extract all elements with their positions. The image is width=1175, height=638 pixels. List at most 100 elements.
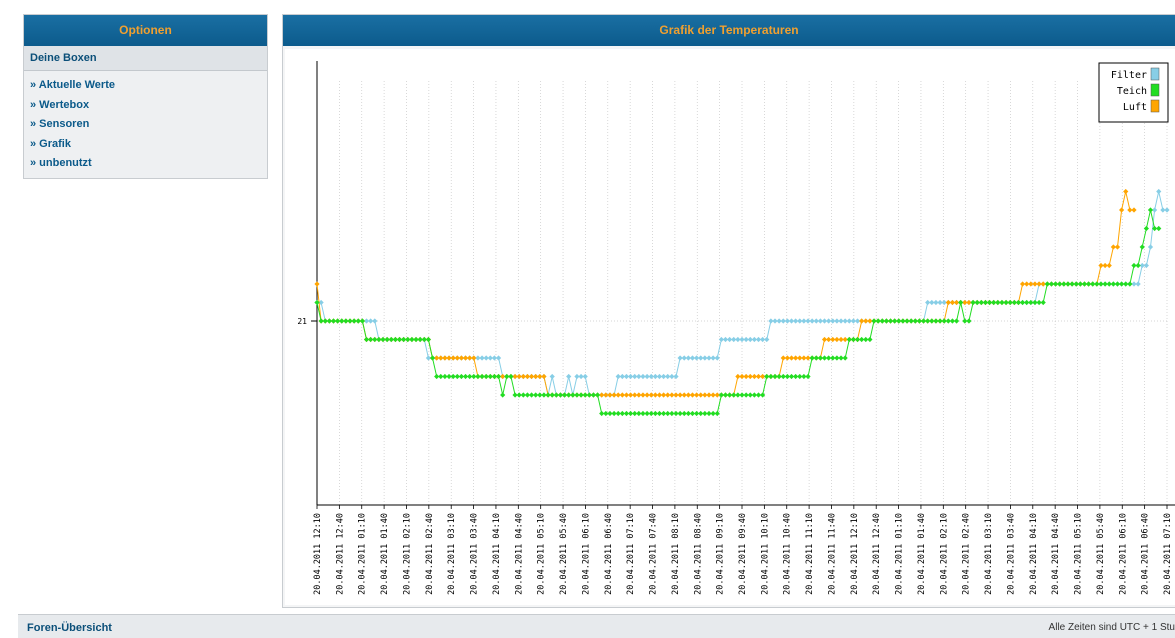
data-point-teich: [1090, 281, 1096, 287]
data-point-filter: [805, 318, 811, 324]
data-point-filter: [665, 373, 671, 380]
data-point-teich: [1106, 281, 1112, 287]
data-point-luft: [805, 355, 811, 361]
data-point-teich: [1094, 281, 1100, 287]
data-point-filter: [1156, 188, 1162, 195]
data-point-teich: [982, 299, 989, 306]
data-point-teich: [751, 392, 757, 398]
data-point-teich: [1040, 299, 1046, 306]
data-point-filter: [1143, 262, 1149, 269]
data-point-filter: [706, 355, 712, 361]
data-point-filter: [809, 318, 815, 324]
sidebar-item-grafik[interactable]: » Grafik: [30, 137, 71, 150]
data-point-luft: [603, 392, 609, 398]
data-point-teich: [850, 336, 857, 343]
data-point-luft: [743, 373, 749, 380]
data-point-filter: [487, 355, 493, 361]
data-point-teich: [673, 410, 679, 417]
data-point-teich: [483, 373, 489, 380]
x-tick-label: 20.04.2011 07:10: [626, 513, 636, 595]
x-tick-label: 20.04.2011 01:10: [358, 513, 368, 595]
data-point-teich: [970, 299, 976, 306]
data-point-filter: [842, 318, 848, 324]
x-tick-label: 20.04.2011 01:10: [895, 513, 905, 595]
data-point-filter: [615, 373, 621, 380]
data-point-teich: [454, 373, 460, 380]
data-point-filter: [797, 318, 803, 324]
data-point-teich: [883, 318, 890, 324]
data-point-teich: [586, 392, 592, 398]
data-point-luft: [607, 392, 613, 398]
data-point-filter: [644, 373, 650, 380]
data-point-teich: [710, 410, 716, 417]
data-point-teich: [995, 299, 1001, 306]
data-point-luft: [1123, 188, 1129, 195]
data-point-teich: [429, 355, 436, 361]
data-point-teich: [487, 373, 493, 380]
data-point-teich: [652, 410, 658, 417]
data-point-luft: [669, 392, 675, 398]
sidebar-item-aktuelle-werte[interactable]: » Aktuelle Werte: [30, 79, 115, 91]
sidebar-item-wertebox[interactable]: » Wertebox: [30, 98, 90, 111]
x-tick-label: 20.04.2011 06:40: [1141, 513, 1151, 595]
x-tick-label: 20.04.2011 11:40: [827, 513, 837, 595]
data-point-luft: [1110, 244, 1116, 250]
data-point-filter: [566, 373, 572, 380]
data-point-filter: [652, 373, 658, 380]
data-point-luft: [702, 392, 708, 398]
data-point-teich: [945, 318, 951, 324]
data-point-filter: [1139, 262, 1145, 269]
data-point-teich: [1007, 299, 1013, 306]
data-point-luft: [826, 336, 832, 343]
data-point-teich: [916, 318, 923, 324]
data-point-filter: [768, 318, 774, 324]
data-point-teich: [425, 336, 432, 343]
chart-area: 21 20.04.2011 12:10 20.04.2011 12:40 20.04.…: [285, 49, 1175, 605]
data-point-teich: [739, 392, 745, 398]
data-point-teich: [838, 355, 844, 361]
data-point-luft: [1131, 207, 1137, 213]
data-point-teich: [768, 373, 774, 380]
data-point-teich: [933, 318, 939, 324]
data-point-luft: [533, 373, 539, 380]
forum-overview-link[interactable]: Foren-Übersicht: [27, 622, 112, 634]
data-point-teich: [1057, 281, 1063, 287]
data-point-teich: [871, 318, 877, 324]
data-point-teich: [611, 410, 617, 417]
data-point-teich: [607, 410, 613, 417]
sidebar-item-unbenutzt[interactable]: » unbenutzt: [30, 157, 92, 169]
data-point-teich: [735, 392, 741, 398]
data-point-teich: [1114, 281, 1121, 287]
data-point-filter: [834, 318, 840, 324]
data-point-filter: [710, 355, 716, 361]
data-point-luft: [859, 318, 865, 324]
data-point-teich: [561, 392, 568, 398]
data-point-filter: [846, 318, 852, 324]
x-tick-label: 20.04.2011 12:40: [872, 513, 882, 595]
data-point-teich: [694, 410, 700, 417]
data-point-teich: [929, 318, 935, 324]
data-point-luft: [599, 392, 605, 398]
data-point-filter: [1160, 207, 1166, 213]
data-point-filter: [702, 355, 708, 361]
data-point-luft: [1127, 207, 1133, 213]
data-point-teich: [1065, 281, 1071, 287]
data-point-teich: [809, 355, 815, 361]
data-point-teich: [974, 299, 980, 306]
x-tick-label: 20.04.2011 07:10: [1163, 513, 1173, 595]
data-point-teich: [714, 410, 720, 417]
data-point-filter: [632, 373, 638, 380]
data-point-filter: [648, 373, 654, 380]
data-point-filter: [627, 373, 634, 380]
x-tick-label: 20.04.2011 06:10: [581, 513, 591, 595]
sidebar-item-sensoren[interactable]: » Sensoren: [30, 118, 90, 130]
data-point-filter: [751, 336, 757, 343]
data-point-teich: [978, 299, 984, 306]
x-tick-label: 20.04.2011 05:40: [1096, 513, 1106, 595]
data-point-filter: [764, 336, 770, 343]
x-tick-label: 20.04.2011 06:10: [1118, 513, 1128, 595]
data-point-teich: [1036, 299, 1042, 306]
data-point-luft: [1102, 262, 1108, 269]
x-tick-label: 20.04.2011 05:10: [1074, 513, 1084, 595]
data-point-filter: [722, 336, 729, 343]
